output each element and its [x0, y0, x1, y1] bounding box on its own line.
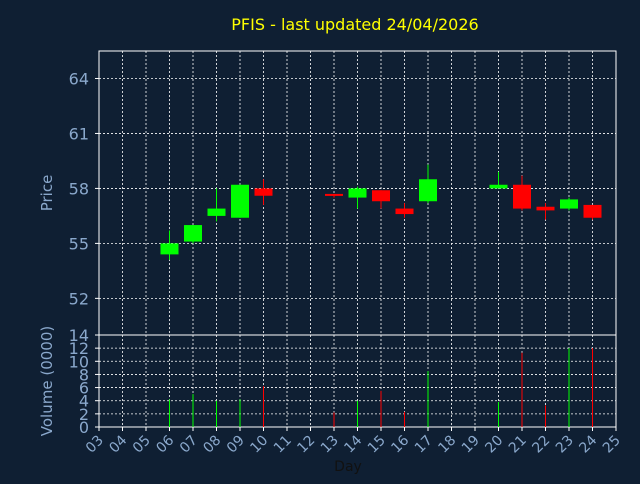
candle-body: [254, 188, 273, 196]
price-axis-label: Price: [38, 175, 56, 212]
candle-body: [372, 190, 390, 202]
x-tick-label: 22: [529, 433, 553, 457]
x-tick-label: 15: [365, 433, 389, 457]
x-tick-label: 05: [130, 433, 154, 457]
candle-body: [160, 243, 179, 255]
x-tick-label: 23: [553, 433, 577, 457]
x-tick-label: 14: [341, 432, 365, 456]
x-tick-label: 18: [435, 433, 459, 457]
candle-body: [583, 204, 602, 218]
volume-tick-label: 6: [79, 379, 89, 398]
price-tick-label: 58: [69, 179, 89, 198]
price-tick-label: 61: [69, 124, 89, 143]
x-tick-label: 21: [506, 433, 530, 457]
candle-body: [513, 184, 531, 209]
volume-tick-label: 2: [79, 405, 89, 424]
x-tick-label: 13: [318, 433, 342, 457]
x-axis-label: Day: [334, 459, 362, 475]
volume-tick-label: 0: [79, 418, 89, 437]
volume-tick-label: 10: [69, 352, 89, 371]
price-tick-label: 64: [69, 69, 89, 88]
candle-body: [489, 184, 508, 189]
x-tick-label: 25: [600, 433, 624, 457]
candle-body: [348, 188, 367, 198]
price-grid: [98, 51, 617, 335]
candles: [160, 164, 602, 260]
x-tick-label: 04: [106, 432, 130, 456]
x-axis: 03 04 05 06 07 08 09 10 11 12 13 14 15 16 17 18 19 20 21 22…: [83, 427, 624, 456]
x-tick-label: 11: [271, 433, 295, 457]
candle-body: [325, 193, 343, 196]
x-tick-label: 19: [459, 433, 483, 457]
candle-body: [536, 206, 555, 211]
x-tick-label: 07: [177, 433, 201, 457]
volume-bars: [169, 348, 593, 427]
price-tick-label: 52: [69, 289, 89, 308]
volume-tick-label: 4: [79, 392, 89, 411]
volume-tick-label: 14: [69, 326, 89, 345]
x-tick-label: 12: [294, 433, 318, 457]
price-y-axis: 52 55 58 61 64: [69, 69, 99, 308]
volume-axis-label: Volume (0000): [38, 326, 56, 436]
x-tick-label: 09: [224, 433, 248, 457]
candle-body: [560, 199, 578, 209]
volume-tick-label: 12: [69, 339, 89, 358]
chart-title: PFIS - last updated 24/04/2026: [231, 15, 478, 34]
x-tick-label: 20: [482, 433, 506, 457]
candle-body: [207, 208, 226, 216]
x-tick-label: 17: [412, 433, 436, 457]
x-tick-label: 06: [153, 432, 177, 456]
x-tick-label: 10: [247, 433, 271, 457]
candle-body: [395, 208, 414, 215]
price-tick-label: 55: [69, 234, 89, 253]
candle-body: [184, 225, 202, 242]
candle-body: [419, 179, 437, 202]
volume-tick-label: 8: [79, 365, 89, 384]
x-tick-label: 24: [576, 432, 600, 456]
x-tick-label: 16: [388, 432, 412, 456]
x-tick-label: 08: [200, 433, 224, 457]
candle-body: [231, 184, 249, 218]
